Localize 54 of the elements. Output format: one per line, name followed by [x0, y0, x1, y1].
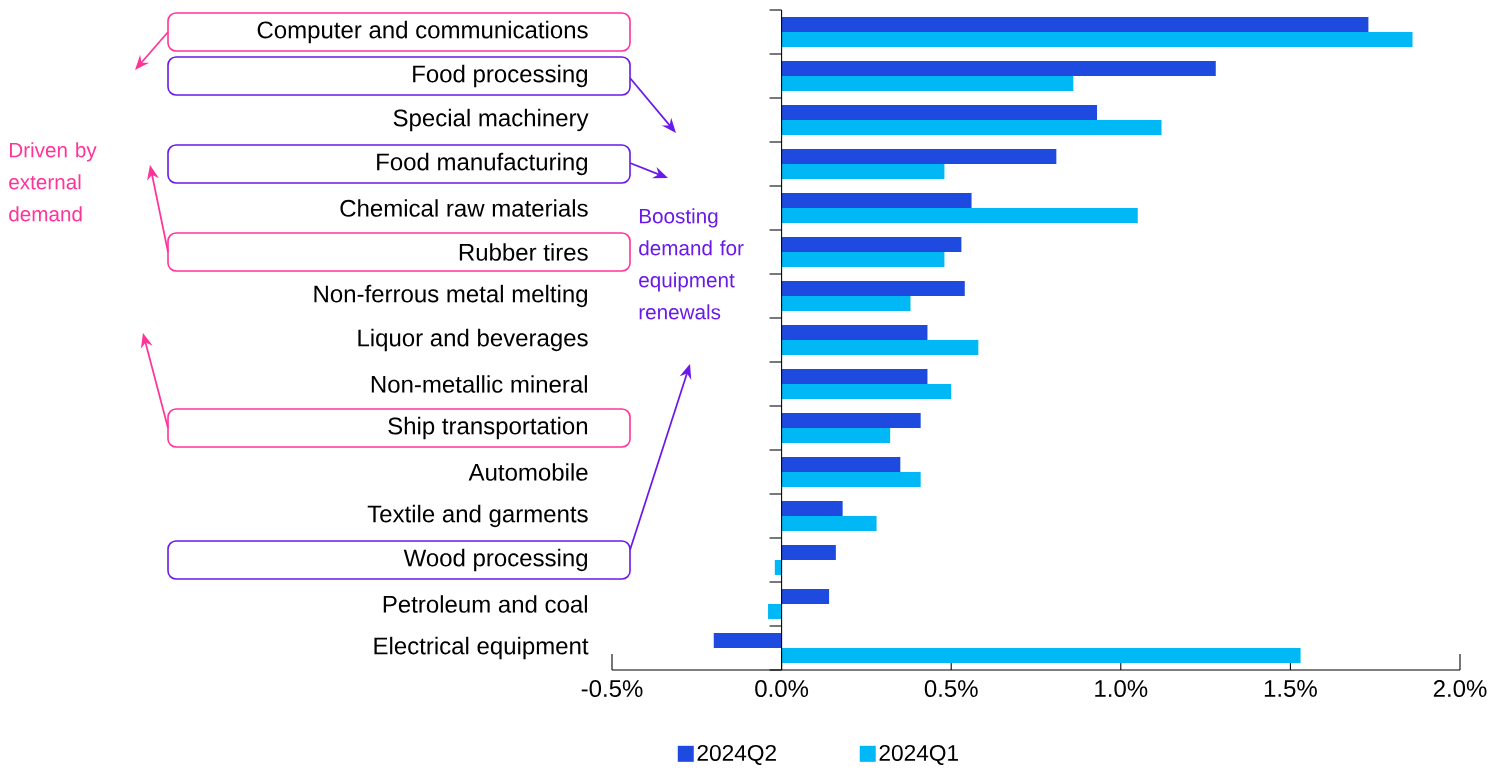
bar [781, 105, 1098, 121]
y-tick-label: Food processing [413, 64, 588, 88]
y-tick-label: Electrical equipment [374, 636, 589, 660]
bar [781, 648, 1301, 663]
bar [781, 76, 1074, 91]
bar [781, 589, 830, 605]
bar [781, 413, 921, 429]
y-tick-label: Textile and garments [367, 504, 588, 528]
bar [781, 208, 1138, 223]
y-tick-label: Chemical raw materials [340, 199, 588, 217]
y-tick-label: Rubber tires [459, 243, 588, 261]
annotation: Boosting demand for equipment renewals [639, 208, 744, 320]
bar [781, 340, 979, 355]
bar [781, 32, 1413, 47]
y-tick-label: Non-metallic mineral [371, 375, 587, 393]
x-tick-label: 1.0% [1095, 680, 1148, 698]
y-tick-label: Food manufacturing [377, 152, 588, 176]
bar [781, 428, 891, 443]
y-tick-label: Special machinery [393, 108, 589, 132]
bar [781, 384, 952, 399]
y-tick-label: Liquor and beverages [358, 328, 588, 352]
bar [781, 149, 1057, 165]
bar [781, 296, 911, 311]
bar [781, 193, 972, 209]
bar [781, 457, 901, 472]
bar [781, 501, 843, 517]
x-tick-label: 0.0% [755, 680, 809, 698]
bar [781, 281, 965, 297]
x-tick-label: 2.0% [1433, 680, 1487, 698]
bar [781, 472, 921, 487]
bar [781, 369, 928, 385]
bar [781, 545, 836, 560]
bar [768, 604, 782, 619]
bar [781, 325, 928, 341]
legend-label: 2024Q2 [697, 744, 776, 766]
bar [781, 17, 1369, 33]
y-tick-label: Automobile [468, 463, 588, 481]
legend-label: 2024Q1 [879, 744, 958, 766]
text: Driven by external demand [9, 142, 97, 222]
bar [781, 120, 1162, 135]
y-tick-label: Ship transportation [388, 416, 588, 440]
y-tick-label: Non-ferrous metal melting [314, 284, 588, 308]
bar [781, 61, 1216, 77]
bar [713, 633, 782, 648]
x-tick-label: 1.5% [1264, 680, 1317, 697]
x-tick-label: -0.5% [581, 680, 643, 698]
bar [781, 164, 945, 179]
bar [781, 516, 877, 531]
bar [781, 252, 945, 267]
x-tick-label: 0.5% [924, 680, 978, 698]
bar [781, 237, 962, 253]
y-tick-label: Petroleum and coal [383, 595, 587, 613]
y-tick-label: Wood processing [403, 548, 588, 572]
y-tick-label: Computer and communications [257, 20, 588, 44]
